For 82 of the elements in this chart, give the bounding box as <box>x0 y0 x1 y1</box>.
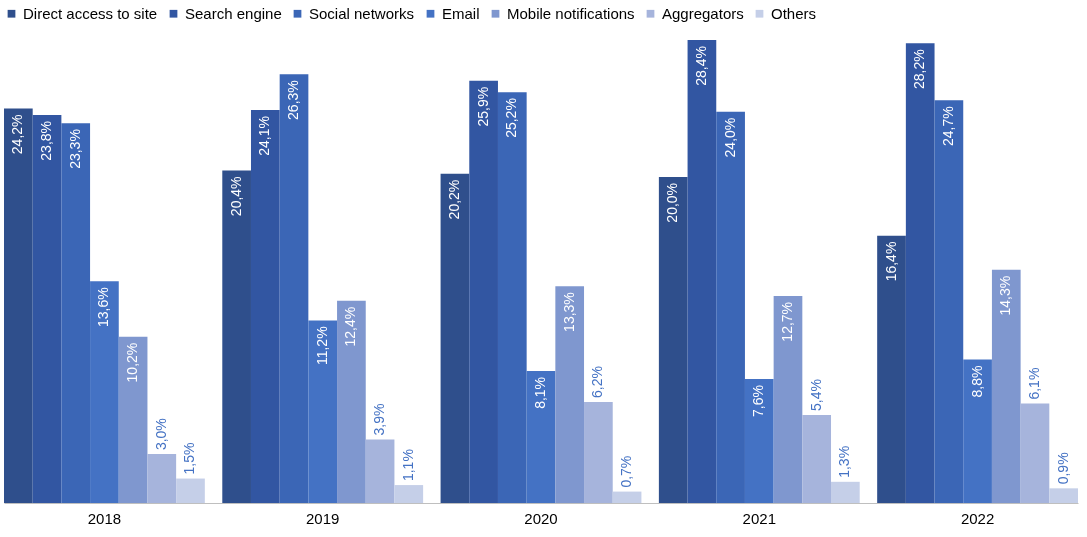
bar <box>279 74 309 503</box>
bar <box>147 454 177 503</box>
bar <box>963 359 992 503</box>
data-label: 5,4% <box>807 379 824 411</box>
data-label: 14,3% <box>997 275 1014 316</box>
data-label: 16,4% <box>882 241 899 282</box>
data-label: 0,7% <box>618 455 635 488</box>
data-label: 10,2% <box>124 342 141 383</box>
data-label: 25,9% <box>474 86 491 127</box>
data-label: 1,5% <box>181 442 198 475</box>
bar <box>4 108 33 503</box>
x-tick-label: 2018 <box>87 509 122 527</box>
legend-label: Email <box>442 4 480 22</box>
data-label: 3,9% <box>371 403 388 436</box>
bar <box>176 478 205 503</box>
bar <box>308 320 338 503</box>
bar <box>90 281 119 503</box>
bar <box>222 170 251 503</box>
bar <box>497 92 527 503</box>
bar <box>250 110 280 503</box>
bar <box>905 43 935 503</box>
x-tick-label: 2022 <box>960 509 995 527</box>
bar <box>32 114 62 503</box>
bar <box>877 235 906 503</box>
legend-label: Direct access to site <box>23 4 158 22</box>
data-label: 23,8% <box>38 120 55 161</box>
data-label: 6,2% <box>589 366 606 398</box>
bar <box>337 300 366 503</box>
data-label: 20,2% <box>445 179 462 220</box>
bar <box>526 370 556 503</box>
bar <box>934 100 964 503</box>
data-label: 12,4% <box>342 306 359 347</box>
data-label: 13,6% <box>95 287 112 327</box>
bar <box>802 414 832 503</box>
data-label: 0,9% <box>1054 452 1071 485</box>
data-label: 11,2% <box>313 326 330 366</box>
bar <box>716 111 745 503</box>
data-label: 25,2% <box>503 98 520 138</box>
bar <box>687 40 717 503</box>
data-label: 28,4% <box>692 46 709 86</box>
x-tick-label: 2020 <box>524 509 558 527</box>
data-label: 12,7% <box>778 301 795 342</box>
x-tick-label: 2021 <box>742 509 776 527</box>
data-label: 13,3% <box>560 292 577 332</box>
bar <box>1049 488 1078 503</box>
data-label: 24,7% <box>939 106 956 147</box>
bar <box>118 336 148 503</box>
bar <box>773 295 803 503</box>
bar <box>744 379 774 503</box>
bar <box>365 439 395 503</box>
data-label: 1,1% <box>399 449 416 482</box>
legend-label: Others <box>771 4 817 22</box>
data-label: 8,1% <box>532 376 548 409</box>
bar <box>991 269 1021 503</box>
bar <box>394 485 424 503</box>
legend-label: Social networks <box>309 4 415 22</box>
data-label: 28,2% <box>911 49 928 89</box>
x-tick-label: 2019 <box>306 509 340 527</box>
data-label: 24,1% <box>256 116 273 156</box>
bar <box>612 491 642 503</box>
data-label: 7,6% <box>750 385 767 418</box>
bar <box>469 80 498 503</box>
data-label: 26,3% <box>285 80 302 120</box>
data-label: 6,1% <box>1025 367 1042 400</box>
data-label: 20,0% <box>664 182 681 223</box>
legend-label: Aggregators <box>662 4 744 22</box>
data-label: 23,3% <box>66 129 83 169</box>
bar <box>584 401 613 503</box>
legend-label: Mobile notifications <box>507 4 635 22</box>
bar <box>658 176 688 503</box>
bar <box>831 481 860 503</box>
bar <box>1020 403 1050 503</box>
data-label: 3,0% <box>152 418 169 451</box>
data-label: 8,8% <box>968 365 985 398</box>
data-label: 1,3% <box>836 445 853 478</box>
data-label: 20,4% <box>227 176 244 217</box>
data-label: 24,0% <box>721 117 738 158</box>
data-label: 24,2% <box>9 114 26 155</box>
bar <box>440 173 470 503</box>
bar <box>555 286 585 503</box>
legend-label: Search engine <box>185 4 282 22</box>
bar <box>61 123 91 503</box>
